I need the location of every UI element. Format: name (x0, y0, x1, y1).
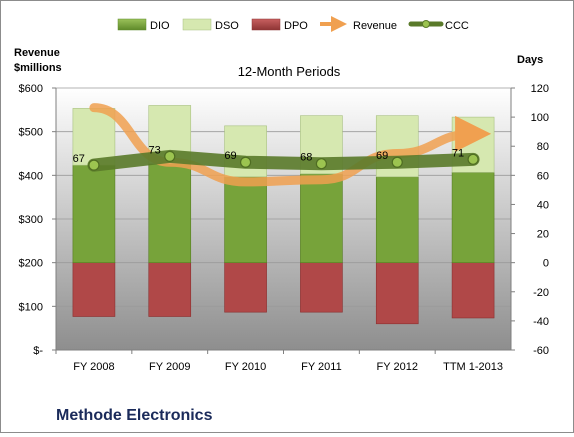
ccc-point (88, 159, 100, 171)
bar-dio (375, 176, 419, 263)
right-tick-label: 60 (537, 170, 549, 182)
left-tick-label: $500 (19, 127, 43, 139)
lines-layer (87, 103, 492, 187)
left-axis-title-line1: Revenue (14, 47, 60, 59)
ccc-line (87, 149, 480, 172)
ccc-point (391, 156, 403, 168)
bar-dpo (72, 262, 116, 317)
legend-swatch-dio (117, 18, 147, 31)
right-tick-label: 80 (537, 141, 549, 153)
bar-dpo (148, 262, 192, 317)
right-tick-label: 40 (537, 199, 549, 211)
x-tick-label: FY 2008 (73, 361, 114, 373)
legend-label-dso: DSO (215, 20, 239, 32)
x-tick-label: FY 2009 (149, 361, 190, 373)
x-tick-label: FY 2010 (225, 361, 266, 373)
left-tick-label: $600 (19, 83, 43, 95)
legend-label-revenue: Revenue (353, 20, 397, 32)
ccc-point (239, 156, 252, 168)
chart-title: 12-Month Periods (238, 64, 341, 79)
ccc-data-label: 71 (452, 147, 464, 159)
bar-dio (451, 172, 495, 263)
right-tick-label: -60 (533, 345, 549, 357)
left-tick-label: $100 (19, 301, 43, 313)
right-tick-label: 20 (537, 229, 549, 241)
legend-label-ccc: CCC (445, 20, 469, 32)
right-tick-label: 0 (543, 258, 549, 270)
x-tick-label: FY 2012 (377, 361, 418, 373)
legend-swatch-ccc-marker (422, 20, 430, 28)
ccc-point (467, 153, 479, 165)
bars-layer (72, 105, 495, 325)
ccc-data-label: 69 (224, 150, 236, 162)
ccc-data-label: 69 (376, 150, 388, 162)
left-axis-title-line2: $millions (14, 62, 62, 74)
x-tick-label: FY 2011 (301, 361, 342, 373)
bar-dpo (375, 262, 419, 325)
right-axis-title: Days (517, 54, 543, 66)
bar-dpo (224, 262, 267, 313)
data-labels-layer: 67 73 69 68 69 71 (73, 144, 464, 165)
bar-dio (224, 176, 267, 263)
legend-label-dio: DIO (150, 20, 170, 32)
right-tick-label: 100 (531, 112, 549, 124)
legend-swatch-dso (182, 18, 212, 31)
right-tick-label: -20 (533, 287, 549, 299)
ccc-point (315, 158, 328, 170)
right-tick-label: 120 (531, 83, 549, 95)
bar-dio (148, 163, 192, 263)
ccc-data-label: 68 (300, 152, 312, 164)
x-tick-label: TTM 1-2013 (443, 361, 503, 373)
left-tick-label: $300 (19, 214, 43, 226)
legend: DIO DSO DPO Revenue CCC (117, 16, 469, 32)
ccc-data-label: 73 (149, 144, 161, 156)
legend-swatch-dpo (251, 18, 281, 31)
company-name: Methode Electronics (56, 407, 213, 424)
legend-label-dpo: DPO (284, 20, 308, 32)
axes-layer: $- $100 $200 $300 $400 $500 $600 -60 -40 -20 0 20 40… (19, 83, 549, 373)
ccc-point (164, 150, 176, 163)
right-tick-label: -40 (533, 316, 549, 328)
left-tick-label: $400 (19, 170, 43, 182)
bar-dpo (300, 262, 343, 313)
left-tick-label: $- (33, 345, 43, 357)
bar-dio (72, 164, 116, 263)
ccc-data-label: 67 (73, 153, 85, 165)
bar-dpo (451, 262, 495, 319)
bar-dio (300, 173, 343, 263)
left-tick-label: $200 (19, 258, 43, 270)
